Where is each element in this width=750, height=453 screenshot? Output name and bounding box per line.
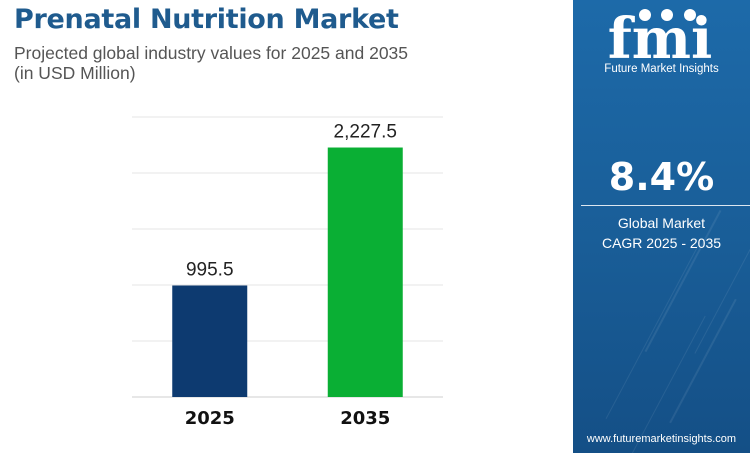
category-label-2035: 2035 bbox=[340, 408, 390, 429]
logo-caption: Future Market Insights bbox=[604, 63, 719, 75]
side-panel: fmi Future Market Insights 8.4% Global M… bbox=[573, 0, 750, 453]
category-label-2025: 2025 bbox=[185, 408, 235, 429]
category-labels: 2025 2035 bbox=[185, 408, 391, 429]
cagr-value: 8.4% bbox=[608, 155, 715, 199]
logo-dot-right bbox=[684, 9, 696, 21]
bar-2025 bbox=[172, 285, 248, 397]
value-labels: 995.5 2,227.5 bbox=[186, 122, 397, 281]
chart-unit-note: (in USD Million) bbox=[14, 63, 136, 83]
cagr-label-line2: CAGR 2025 - 2035 bbox=[601, 235, 722, 251]
panel-divider bbox=[581, 205, 750, 206]
bars bbox=[172, 147, 403, 397]
value-label-2035: 2,227.5 bbox=[334, 122, 397, 143]
chart-subtitle: Projected global industry values for 202… bbox=[14, 43, 409, 63]
website-url[interactable]: www.futuremarketinsights.com bbox=[586, 433, 737, 445]
bar-2035 bbox=[327, 147, 403, 397]
chart-title: Prenatal Nutrition Market bbox=[14, 4, 399, 35]
value-label-2025: 995.5 bbox=[186, 260, 234, 281]
bar-chart: 995.5 2,227.5 2025 2035 bbox=[132, 116, 443, 429]
fmi-logo: fmi bbox=[608, 6, 713, 72]
logo-dot-mid bbox=[661, 9, 673, 21]
cagr-label-line1: Global Market bbox=[617, 215, 706, 231]
logo-dot-left bbox=[639, 9, 651, 21]
